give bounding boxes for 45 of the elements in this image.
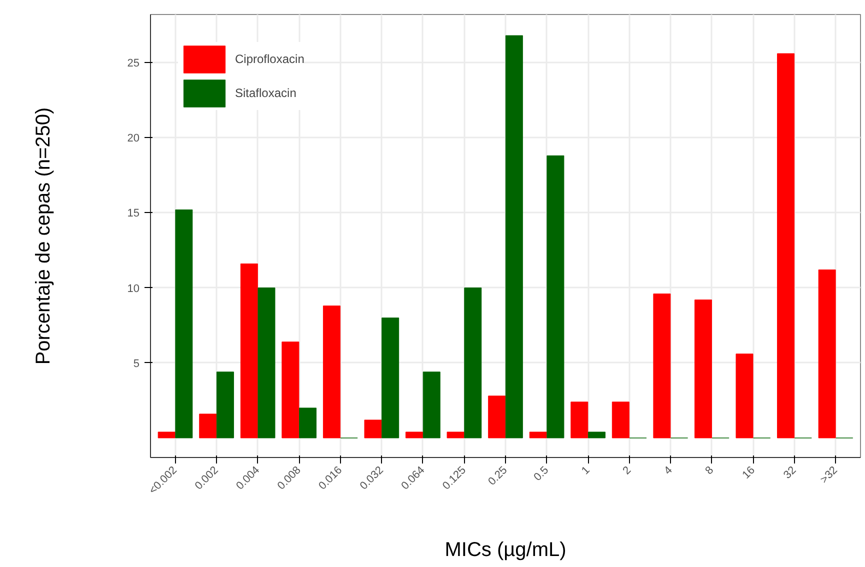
bar [258,288,276,438]
bar [505,35,523,438]
x-axis-title: MICs (µg/mL) [444,538,566,561]
bar [464,288,482,438]
y-tick-label: 20 [127,132,140,145]
bar [199,414,217,438]
bar [818,270,836,438]
legend-label: Sitafloxacin [235,86,296,100]
bar [653,294,671,438]
bar [570,402,588,438]
y-tick-label: 10 [127,282,140,295]
bar [612,402,630,438]
bar [588,432,606,438]
bar [488,396,506,438]
x-tick-label: 2 [620,464,634,478]
x-tick-label: 8 [703,464,716,478]
y-tick-label: 5 [133,358,140,370]
x-tick-label: >32 [818,464,840,486]
x-tick-label: 16 [740,464,758,482]
bar [736,354,754,438]
bar [406,432,424,438]
bar [158,432,176,438]
x-tick-label: 4 [662,464,675,478]
y-axis-title: Porcentaje de cepas (n=250) [32,107,54,365]
bar [777,53,795,438]
legend-label: Ciprofloxacin [235,52,304,66]
y-tick-label: 25 [127,58,140,70]
bar [299,408,317,438]
y-tick-label: 15 [127,208,140,220]
bar [546,155,564,438]
bar [446,432,464,438]
bar [216,372,234,438]
bar [240,264,258,438]
bar [694,300,712,438]
x-tick-label: 1 [579,464,592,478]
x-tick-label: 0.5 [532,464,552,484]
bar [175,209,193,438]
bar [282,342,300,438]
bar [529,432,547,438]
x-tick-label: 32 [782,464,799,482]
bar [422,372,440,438]
bar [322,306,340,438]
bar [364,420,382,438]
bar [382,318,400,438]
x-tick-label: 0.25 [486,464,510,488]
